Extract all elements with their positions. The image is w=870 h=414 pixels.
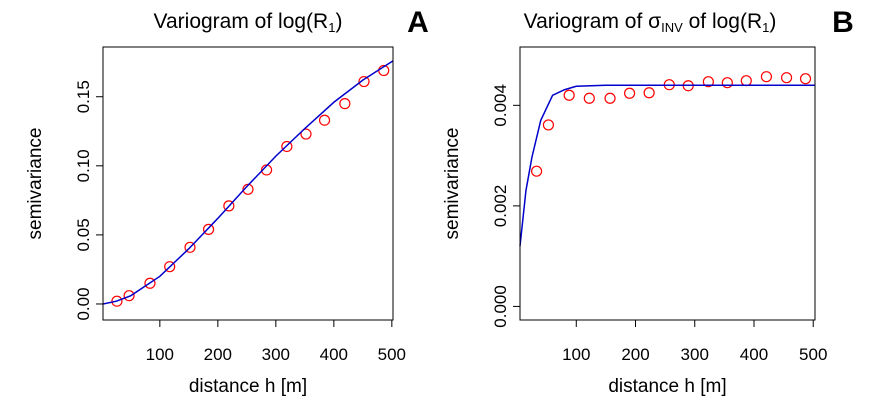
x-tick-label: 400 [320,345,348,364]
x-tick-label: 500 [799,345,827,364]
point [583,92,595,104]
panel: Variogram of log(R1) A 100 200 300 400 500 0.00… [25,6,429,397]
title-part: of log(R [683,10,762,33]
point [123,290,135,302]
x-tick-label: 400 [740,345,768,364]
point [740,75,752,87]
x-tick-label: 300 [262,345,290,364]
point [300,128,312,140]
panel: Variogram of σINV of log(R1) B 100 200 300 40… [442,6,854,397]
fit-line [519,84,815,247]
point [542,119,555,131]
point [358,75,370,88]
point [111,295,123,307]
y-tick-label: 0.004 [491,84,510,127]
point [721,77,733,89]
panel-label: B [832,6,854,39]
plot-frame [519,46,816,321]
point [318,114,331,126]
point [144,277,156,289]
x-tick-label: 200 [204,345,232,364]
chart-title: Variogram of σINV of log(R1) [524,10,777,35]
point [643,87,655,99]
plot-frame [102,46,394,321]
point [623,87,636,99]
fit-line [102,60,394,305]
title-part: ) [769,10,776,33]
x-tick-label: 100 [146,345,174,364]
point [760,71,773,83]
point [702,76,714,88]
point [799,73,812,85]
y-tick-label: 0.05 [74,218,93,251]
title-subscript: 1 [328,20,335,35]
x-tick-label: 500 [378,345,406,364]
point [530,165,543,177]
point [281,140,293,153]
y-tick-label: 0.002 [491,185,510,228]
point [780,72,793,84]
x-tick-label: 300 [681,345,709,364]
y-tick-label: 0.10 [74,149,93,182]
point [202,223,215,235]
panel-label: A [407,6,429,39]
title-part: ) [335,10,342,33]
title-subscript: INV [661,20,683,35]
y-tick-label: 0.00 [74,287,93,320]
point [604,92,616,104]
y-axis-label: semivariance [25,128,46,240]
point [184,241,196,253]
x-tick-label: 200 [621,345,649,364]
x-axis-label: distance h [m] [608,376,726,397]
point [339,98,351,110]
point [563,89,575,101]
title-part: Variogram of log(R [154,10,329,33]
x-tick-label: 100 [562,345,590,364]
y-axis-label: semivariance [442,128,463,240]
title-subscript: 1 [762,20,769,35]
y-tick-label: 0.000 [491,285,510,328]
y-tick-label: 0.15 [74,80,93,113]
point [223,200,235,212]
title-part: Variogram of σ [524,10,661,33]
chart-title: Variogram of log(R1) [154,10,343,35]
point [164,261,176,273]
x-axis-label: distance h [m] [189,376,307,397]
